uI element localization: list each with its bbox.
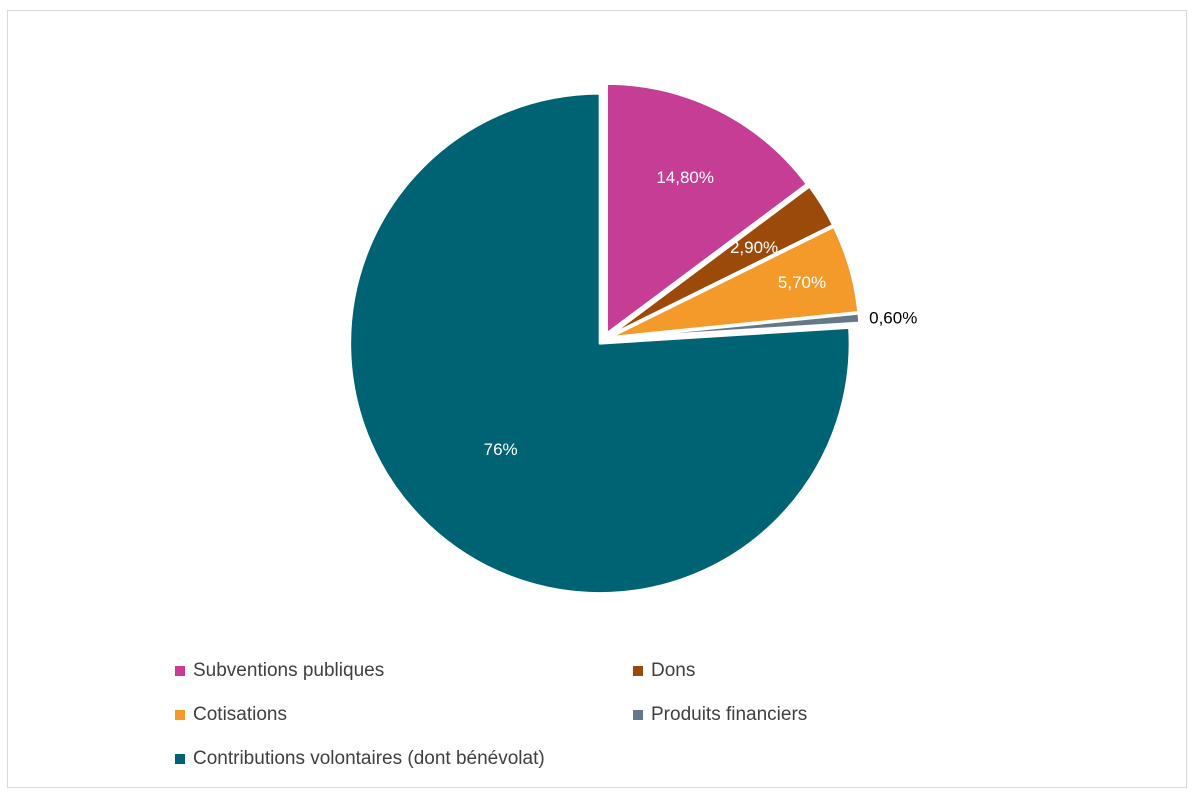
legend-label: Contributions volontaires (dont bénévola…: [193, 748, 545, 769]
legend-item-subventions-publiques: Subventions publiques: [175, 660, 384, 682]
legend: Subventions publiques Dons Cotisations P…: [175, 660, 975, 780]
data-label-contributions-volontaires-dont-benevolat: 76%: [484, 440, 518, 459]
legend-item-produits-financiers: Produits financiers: [633, 704, 807, 726]
legend-swatch-produits-financiers: [633, 710, 643, 720]
legend-label: Subventions publiques: [193, 660, 385, 681]
pie-slice-cotisations: [608, 225, 860, 339]
legend-swatch-dons: [633, 666, 643, 676]
legend-item-cotisations: Cotisations: [175, 704, 287, 726]
legend-label: Produits financiers: [651, 704, 808, 725]
pie-slice-produits-financiers: [608, 312, 861, 340]
data-label-dons: 2,90%: [730, 238, 778, 257]
data-label-subventions-publiques: 14,80%: [656, 168, 714, 187]
legend-item-dons: Dons: [633, 660, 695, 682]
pie-slice-subventions-publiques: [605, 82, 809, 335]
legend-label: Cotisations: [193, 704, 287, 725]
pie-slices: [348, 82, 861, 595]
pie-data-labels: 14,80% 2,90%5,70% 0,60% 76%: [484, 168, 918, 459]
legend-swatch-contributions-volontaires: [175, 754, 185, 764]
legend-item-contributions-volontaires: Contributions volontaires (dont bénévola…: [175, 748, 545, 770]
pie-slice-dons: [607, 185, 835, 338]
data-label-produits-financiers: 0,60%: [869, 308, 917, 327]
pie-slice-contributions-volontaires-dont-benevolat: [348, 92, 852, 595]
data-label-cotisations: 5,70%: [778, 273, 826, 292]
legend-label: Dons: [651, 660, 696, 681]
legend-swatch-cotisations: [175, 710, 185, 720]
legend-swatch-subventions-publiques: [175, 666, 185, 676]
